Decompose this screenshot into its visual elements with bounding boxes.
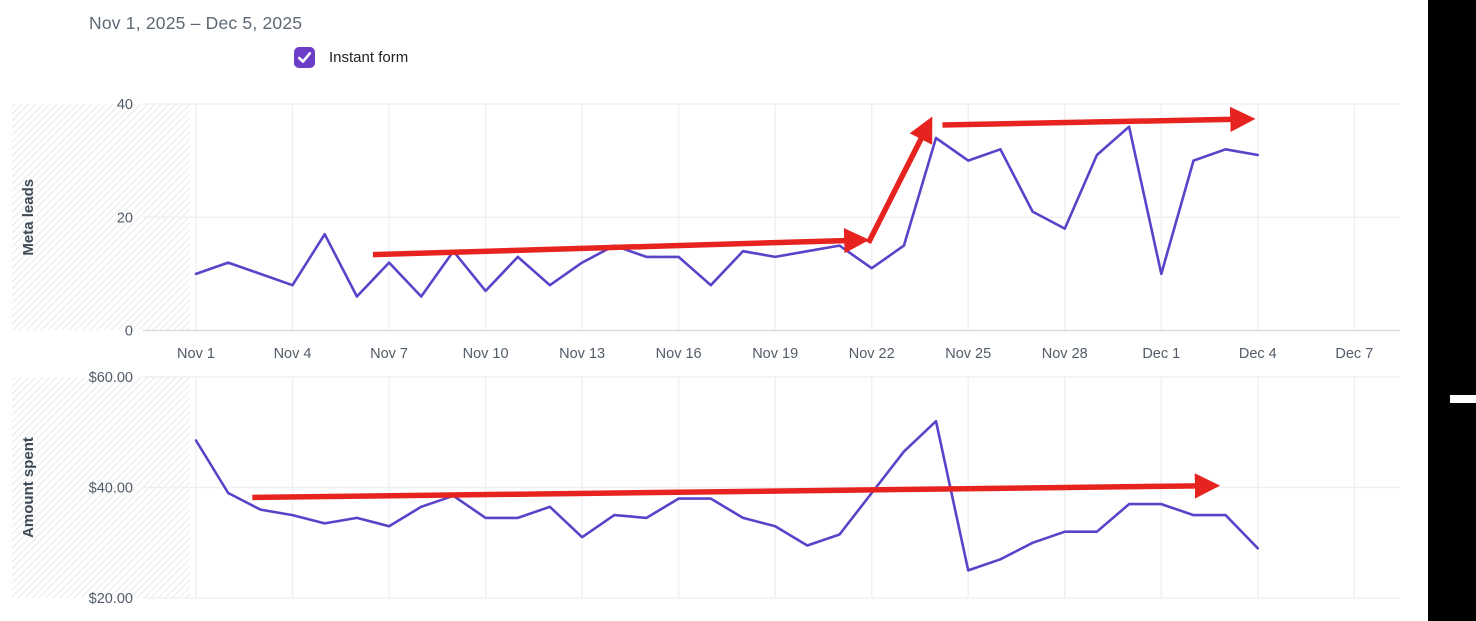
y-axis-title: Amount spent: [20, 437, 37, 538]
x-tick-label: Dec 7: [1335, 346, 1373, 362]
trend-arrow-flat-late: [942, 106, 1256, 133]
y-axis-title: Meta leads: [20, 179, 37, 256]
trend-arrow-flat: [252, 473, 1221, 501]
y-tick-label: $40.00: [89, 481, 133, 497]
panel-white-dash: [1450, 395, 1476, 403]
x-tick-label: Nov 4: [274, 346, 312, 362]
x-tick-label: Nov 22: [849, 346, 895, 362]
right-black-panel: [1428, 0, 1476, 621]
trend-arrow-jump-up: [866, 116, 933, 244]
chart-meta-leads: 40 20 0 Meta leads: [12, 97, 1400, 340]
instant-form-checkbox[interactable]: [294, 47, 315, 68]
y-tick-label: 20: [117, 210, 133, 226]
x-tick-label: Dec 1: [1142, 346, 1180, 362]
x-tick-label: Nov 1: [177, 346, 215, 362]
x-axis-labels: Nov 1 Nov 4 Nov 7 Nov 10 Nov 13 Nov 16 Nov 19 N…: [177, 346, 1373, 362]
legend-label: Instant form: [329, 49, 409, 66]
x-tick-label: Dec 4: [1239, 346, 1277, 362]
trend-arrow-flat-early: [372, 227, 870, 258]
x-tick-label: Nov 7: [370, 346, 408, 362]
x-tick-label: Nov 13: [559, 346, 605, 362]
y-tick-label: $20.00: [89, 591, 133, 607]
x-tick-label: Nov 16: [656, 346, 702, 362]
series-line-instant-form[interactable]: [194, 419, 1260, 572]
y-tick-label: 40: [117, 97, 133, 113]
checkmark-icon: [294, 47, 315, 68]
x-tick-label: Nov 25: [945, 346, 991, 362]
date-range-title: Nov 1, 2025 – Dec 5, 2025: [89, 13, 303, 33]
y-tick-label: $60.00: [89, 370, 133, 386]
chart-amount-spent: $60.00 $40.00 $20.00 Amount spent: [12, 370, 1400, 607]
y-tick-label: 0: [125, 324, 133, 340]
line-charts-plot-area: 40 20 0 Meta leads $60.00 $40.00 $20.00 Amount …: [12, 97, 1400, 607]
x-tick-label: Nov 19: [752, 346, 798, 362]
x-tick-label: Nov 28: [1042, 346, 1088, 362]
series-line-instant-form[interactable]: [194, 125, 1260, 298]
legend: Instant form: [294, 47, 408, 68]
x-tick-label: Nov 10: [463, 346, 509, 362]
